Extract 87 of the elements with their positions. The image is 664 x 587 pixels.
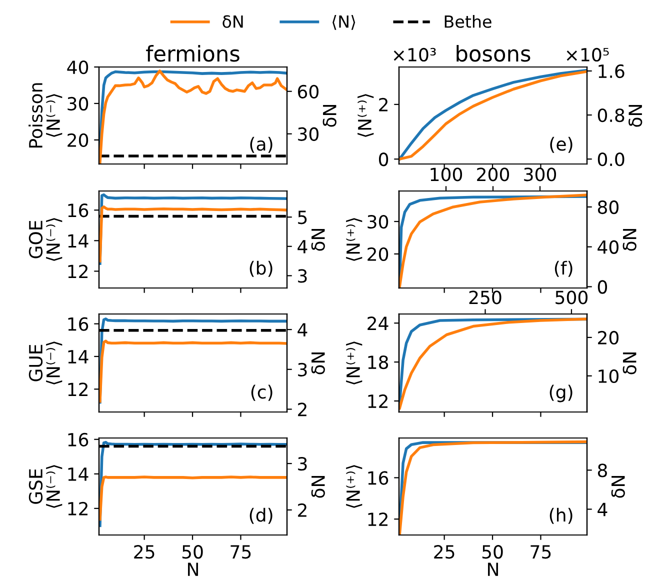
y2-tick-label: 2 [298, 503, 306, 517]
annotation: (f) [554, 260, 572, 277]
y2-tick-label: 8 [598, 464, 607, 478]
x2-tick-label: 300 [524, 168, 556, 182]
x-tick-label: 50 [182, 545, 203, 559]
y-tick-label: 16 [68, 204, 88, 218]
y2-axis-title: δN [611, 476, 625, 498]
legend-label: δN [222, 15, 243, 28]
x-tick-label: 75 [530, 545, 551, 559]
y2-axis-title: δN [622, 229, 636, 251]
y-tick-label: 16 [68, 317, 88, 331]
y-tick-label: 14 [68, 468, 88, 481]
x2-tick-label: 200 [477, 168, 510, 182]
chart-title: bosons [456, 44, 530, 62]
y-tick-label: 16 [68, 432, 88, 446]
y-tick-label: 0 [378, 152, 388, 166]
y2-tick-label: 60 [298, 84, 318, 98]
line-series [99, 205, 287, 262]
annotation: (a) [250, 136, 272, 153]
y2-tick-label: 20 [598, 330, 618, 345]
y-tick-label: 20 [368, 247, 388, 262]
text: ×10³ [394, 48, 436, 62]
y-axis-title: Poisson ⟨N⁽⁻⁾⟩ [28, 83, 62, 148]
annotation: (g) [550, 384, 572, 402]
legend-label: ⟨N⟩ [332, 15, 356, 30]
x2-tick-label: 100 [430, 168, 462, 182]
y2-tick-label: 2 [298, 402, 306, 416]
x-axis-title: N [488, 562, 498, 576]
y2-axis-title: δN [322, 105, 336, 127]
chart-title: fermions [146, 44, 240, 62]
x-tick-label: 25 [434, 545, 454, 559]
y2-axis-title: δN [311, 229, 325, 251]
y-axis-title: GOE ⟨N⁽⁻⁾⟩ [28, 218, 62, 261]
x-tick-label: 50 [482, 545, 503, 559]
y-tick-label: 12 [368, 512, 388, 526]
y2-tick-label: 0.8 [598, 108, 624, 122]
y2-tick-label: 1.6 [598, 64, 624, 78]
y2-axis-title: δN [628, 105, 642, 127]
y-tick-label: 30 [68, 96, 88, 111]
x-tick-label: 25 [134, 545, 154, 559]
y2-tick-label: 3 [298, 362, 307, 376]
y2-tick-label: 10 [598, 369, 618, 383]
y-tick-label: 30 [368, 214, 388, 229]
y-tick-label: 24 [368, 316, 388, 330]
y-axis-title: GSE ⟨N⁽⁻⁾⟩ [28, 465, 62, 508]
y-tick-label: 18 [368, 355, 388, 370]
y-tick-label: 14 [68, 350, 88, 364]
x2-tick-label: 500 [556, 290, 588, 304]
y-axis-title: ⟨N⁽⁺⁾⟩ [358, 94, 374, 137]
y2-tick-label: 3 [298, 456, 307, 471]
annotation: (c) [251, 384, 272, 401]
x-tick-label: 75 [230, 545, 251, 559]
y-tick-label: 14 [68, 234, 88, 248]
y2-tick-label: 4 [598, 502, 608, 516]
y2-axis-title: δN [622, 352, 636, 374]
y-axis-title: GUE ⟨N⁽⁻⁾⟩ [28, 342, 62, 384]
y2-tick-label: 5 [298, 210, 307, 224]
y2-tick-label: 30 [298, 127, 318, 141]
y-axis-title: ⟨N⁽⁺⁾⟩ [346, 342, 362, 384]
annotation: (d) [250, 508, 272, 524]
y-tick-label: 12 [368, 394, 388, 408]
y-tick-label: 12 [68, 264, 88, 278]
y-tick-label: 16 [368, 471, 388, 485]
annotation: (b) [250, 260, 272, 277]
y2-tick-label: 80 [598, 200, 618, 214]
y-axis-title: ⟨N⁽⁺⁾⟩ [346, 465, 362, 508]
y2-axis-title: δN [311, 476, 325, 498]
y2-tick-label: 3 [298, 269, 307, 283]
y2-tick-label: 0.0 [598, 152, 624, 166]
y2-tick-label: 4 [298, 323, 308, 336]
y-axis-title: ⟨N⁽⁺⁾⟩ [346, 218, 362, 261]
y2-tick-label: 0 [598, 280, 608, 294]
y2-tick-label: 4 [298, 240, 308, 254]
y-tick-label: 2 [379, 98, 388, 112]
y2-axis-title: δN [311, 352, 325, 374]
legend-label: Bethe [444, 15, 492, 28]
annotation: (e) [550, 136, 572, 153]
x-axis-title: N [188, 562, 198, 576]
x2-tick-label: 250 [469, 290, 502, 304]
line-series [99, 340, 287, 403]
y-tick-label: 40 [67, 60, 88, 74]
y2-tick-label: 40 [598, 240, 618, 254]
y-tick-label: 20 [68, 133, 88, 148]
text: ×10⁵ [566, 48, 609, 62]
annotation: (h) [550, 508, 572, 524]
y-tick-label: 12 [68, 382, 88, 396]
y-tick-label: 12 [68, 502, 88, 516]
